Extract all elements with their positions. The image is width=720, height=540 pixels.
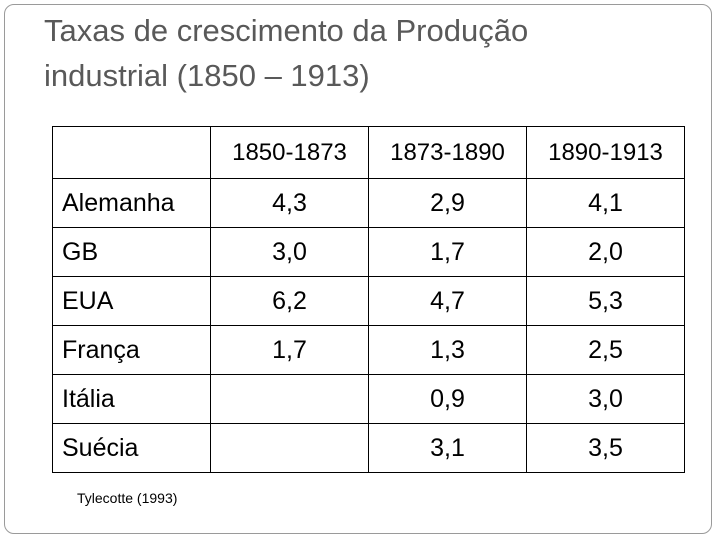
slide-frame xyxy=(4,4,712,534)
header-period-1: 1850-1873 xyxy=(210,126,369,179)
country-cell: França xyxy=(52,325,211,375)
country-cell: EUA xyxy=(52,276,211,326)
value-cell: 1,7 xyxy=(368,227,527,277)
source-citation: Tylecotte (1993) xyxy=(77,490,178,506)
value-cell: 2,0 xyxy=(526,227,685,277)
value-cell: 2,9 xyxy=(368,178,527,228)
table-row: Suécia 3,1 3,5 xyxy=(52,423,685,473)
table-row: GB 3,0 1,7 2,0 xyxy=(52,227,685,277)
value-cell: 1,3 xyxy=(368,325,527,375)
value-cell: 3,1 xyxy=(368,423,527,473)
country-cell: Itália xyxy=(52,374,211,424)
table-row: Alemanha 4,3 2,9 4,1 xyxy=(52,178,685,228)
slide-title: Taxas de crescimento da Produção industr… xyxy=(44,8,684,98)
value-cell: 3,0 xyxy=(210,227,369,277)
title-line-2: industrial (1850 – 1913) xyxy=(44,58,370,93)
country-cell: Suécia xyxy=(52,423,211,473)
value-cell: 2,5 xyxy=(526,325,685,375)
country-cell: GB xyxy=(52,227,211,277)
value-cell xyxy=(210,374,369,424)
header-period-3: 1890-1913 xyxy=(526,126,685,179)
title-line-1: Taxas de crescimento da Produção xyxy=(44,13,529,48)
header-period-2: 1873-1890 xyxy=(368,126,527,179)
value-cell: 3,0 xyxy=(526,374,685,424)
value-cell: 6,2 xyxy=(210,276,369,326)
table-row: EUA 6,2 4,7 5,3 xyxy=(52,276,685,326)
value-cell xyxy=(210,423,369,473)
value-cell: 4,1 xyxy=(526,178,685,228)
value-cell: 5,3 xyxy=(526,276,685,326)
value-cell: 0,9 xyxy=(368,374,527,424)
country-cell: Alemanha xyxy=(52,178,211,228)
value-cell: 3,5 xyxy=(526,423,685,473)
growth-rates-table: 1850-1873 1873-1890 1890-1913 Alemanha 4… xyxy=(52,126,685,473)
value-cell: 4,7 xyxy=(368,276,527,326)
header-empty-cell xyxy=(52,126,211,179)
value-cell: 4,3 xyxy=(210,178,369,228)
table-header-row: 1850-1873 1873-1890 1890-1913 xyxy=(52,126,685,179)
table-row: França 1,7 1,3 2,5 xyxy=(52,325,685,375)
value-cell: 1,7 xyxy=(210,325,369,375)
table-row: Itália 0,9 3,0 xyxy=(52,374,685,424)
